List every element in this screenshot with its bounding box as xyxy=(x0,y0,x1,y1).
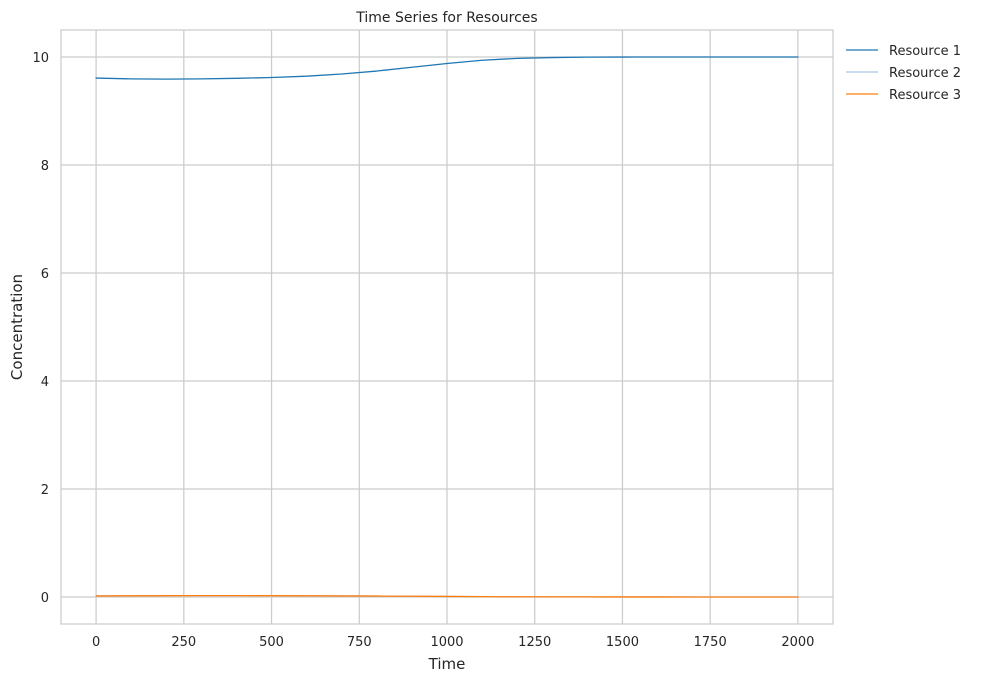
series-line-resource-1 xyxy=(95,56,799,80)
x-tick-label: 250 xyxy=(171,635,196,650)
legend-label: Resource 3 xyxy=(889,88,961,103)
x-tick-label: 2000 xyxy=(781,635,814,650)
y-tick-labels: 0 2 4 6 8 10 xyxy=(32,51,49,606)
y-tick-label: 10 xyxy=(32,51,49,66)
x-axis-label: Time xyxy=(428,655,466,673)
x-tick-label: 0 xyxy=(92,635,100,650)
y-tick-label: 0 xyxy=(41,591,49,606)
x-tick-label: 1750 xyxy=(694,635,727,650)
x-tick-label: 1000 xyxy=(430,635,463,650)
series-layer xyxy=(95,56,799,598)
legend-label: Resource 2 xyxy=(889,66,961,81)
y-tick-label: 4 xyxy=(41,375,49,390)
x-tick-label: 1250 xyxy=(518,635,551,650)
legend: Resource 1 Resource 2 Resource 3 xyxy=(846,44,961,103)
x-tick-label: 1500 xyxy=(606,635,639,650)
x-tick-label: 750 xyxy=(347,635,372,650)
x-tick-labels: 0 250 500 750 1000 1250 1500 1750 2000 xyxy=(92,635,815,650)
y-axis-label: Concentration xyxy=(8,274,26,380)
chart-title: Time Series for Resources xyxy=(355,10,537,26)
series-line-resource-3 xyxy=(95,595,799,598)
legend-label: Resource 1 xyxy=(889,44,961,59)
y-tick-label: 2 xyxy=(41,483,49,498)
x-tick-label: 500 xyxy=(259,635,284,650)
grid-layer xyxy=(61,30,833,624)
plot-frame xyxy=(60,29,834,625)
y-tick-label: 6 xyxy=(41,267,49,282)
y-tick-label: 8 xyxy=(41,159,49,174)
